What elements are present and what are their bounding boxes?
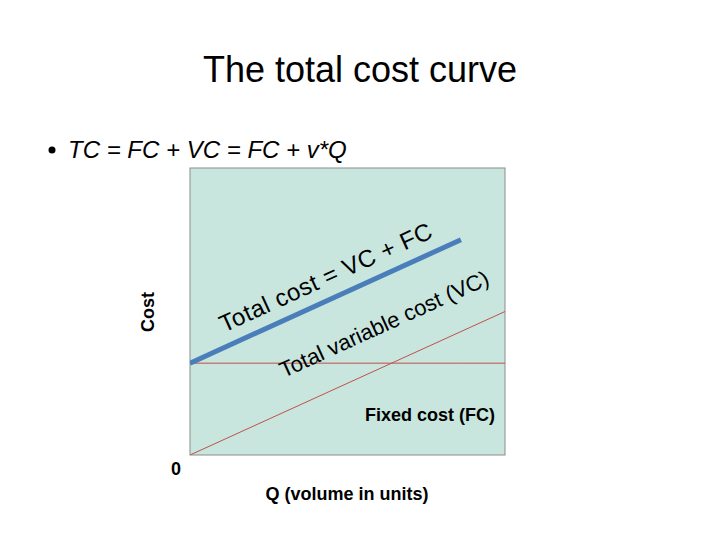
series-label: Fixed cost (FC) — [365, 405, 495, 425]
slide: The total cost curve TC = FC + VC = FC + … — [0, 0, 720, 540]
y-axis-label: Cost — [138, 292, 158, 332]
x-tick-label: 0 — [171, 459, 181, 479]
plot-area — [190, 168, 505, 455]
x-axis-label: Q (volume in units) — [265, 484, 428, 504]
title: The total cost curve — [203, 49, 517, 90]
series-line — [190, 363, 505, 364]
subtitle: TC = FC + VC = FC + v*Q — [68, 136, 347, 163]
series-label: Total variable cost (VC) — [275, 266, 492, 383]
bullet — [49, 147, 56, 154]
